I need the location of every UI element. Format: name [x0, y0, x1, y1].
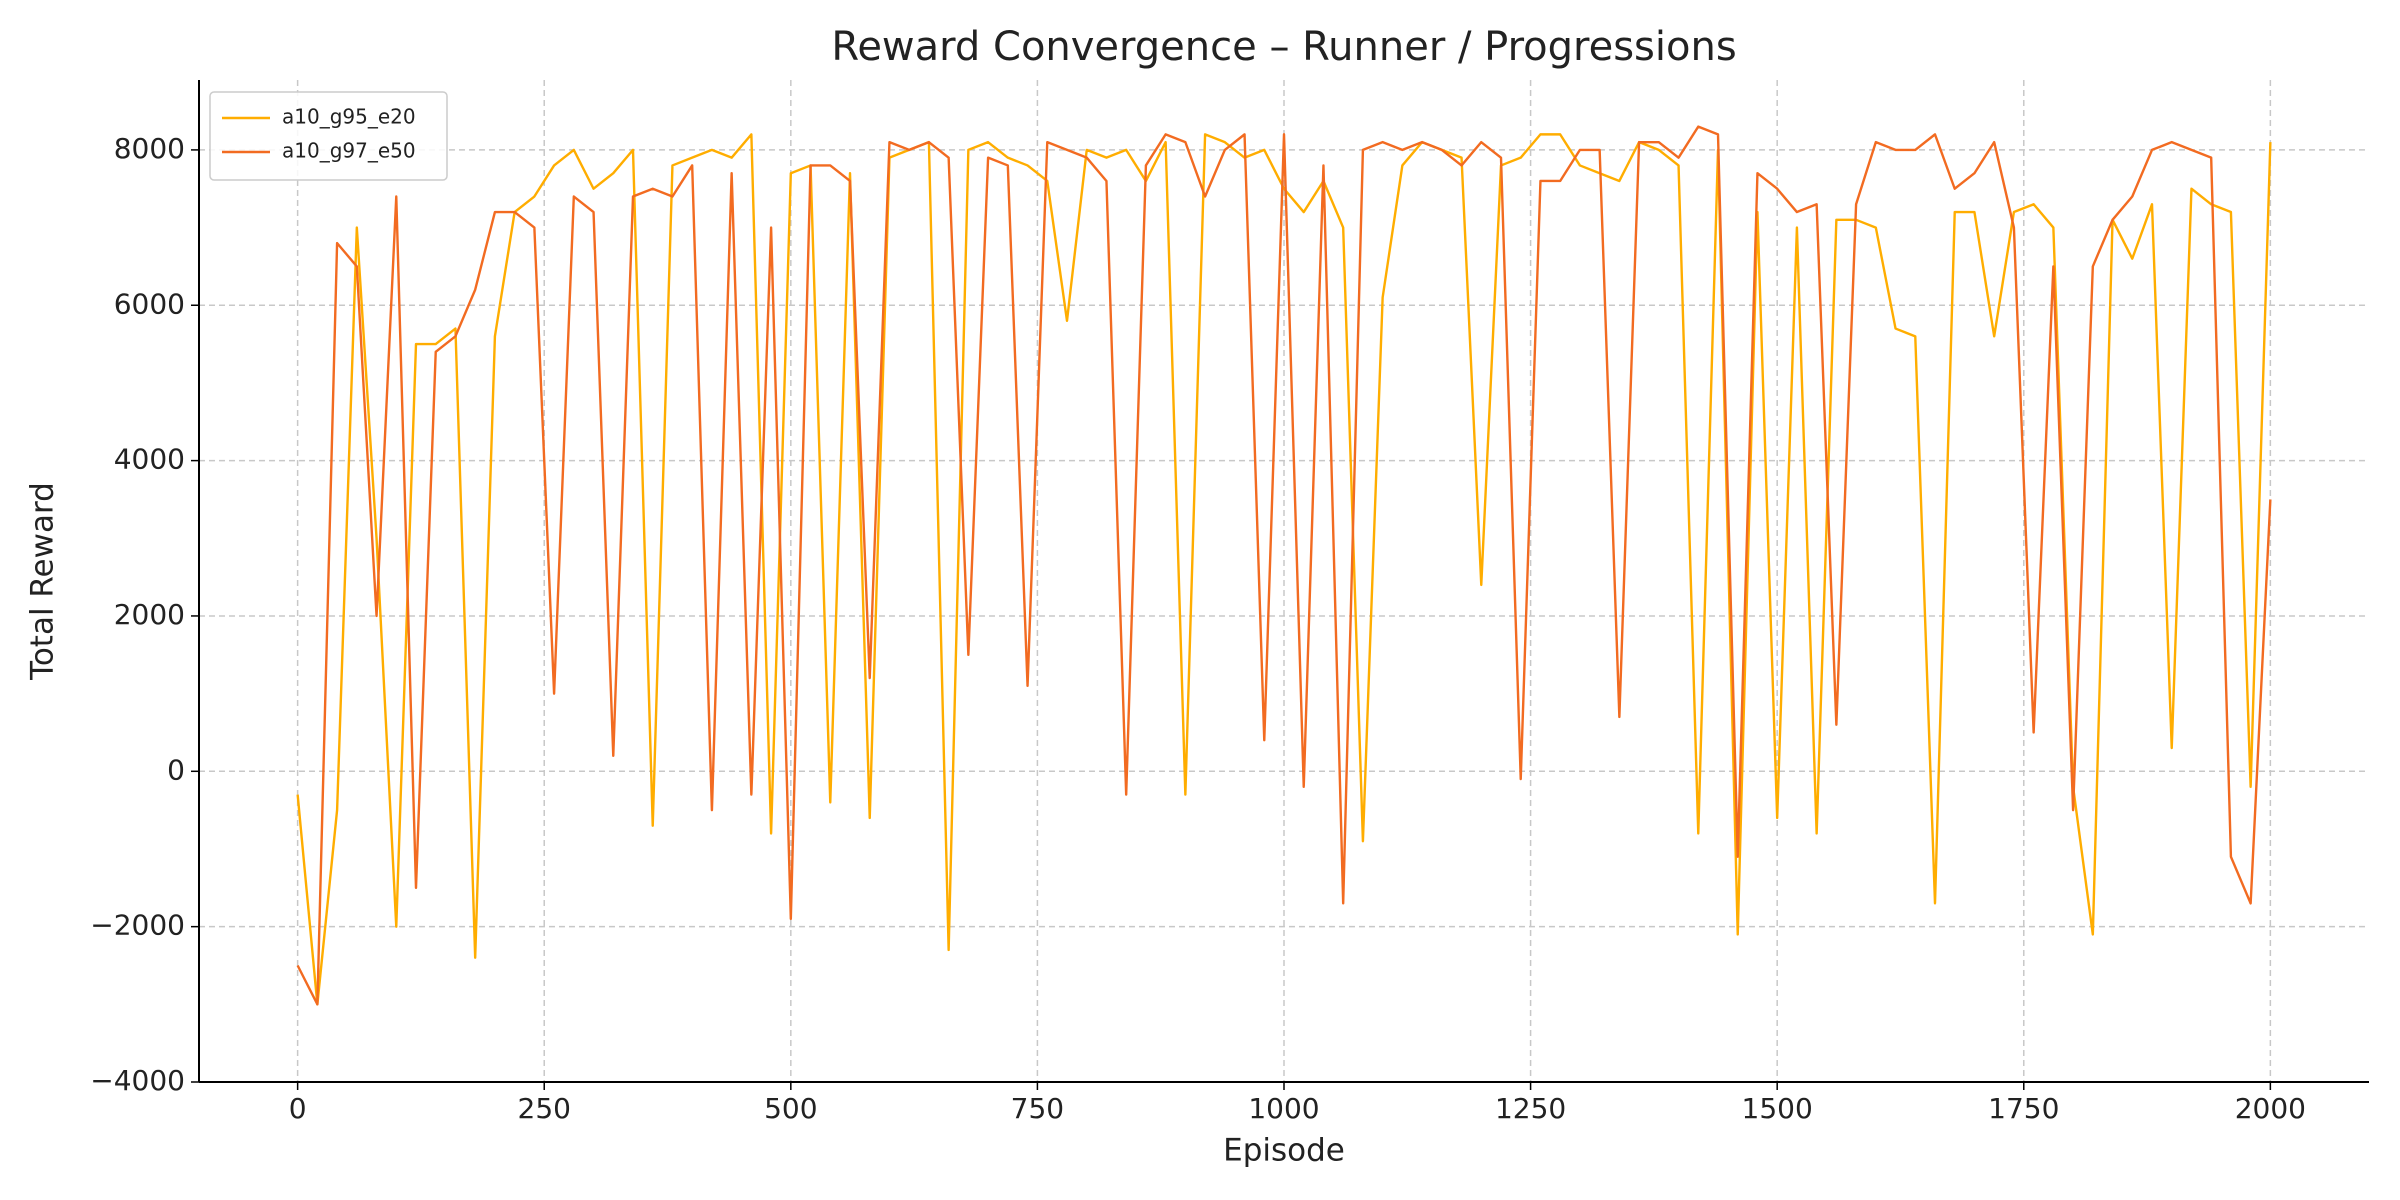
series-line: [296, 133, 2272, 1006]
y-tick-label: 4000: [114, 443, 185, 476]
x-tick-label: 1250: [1495, 1092, 1566, 1125]
legend-label: a10_g95_e20: [282, 105, 416, 129]
y-tick-label: 2000: [114, 598, 185, 631]
y-tick-label: −2000: [90, 909, 185, 942]
x-tick-label: 2000: [2235, 1092, 2306, 1125]
legend-box: [209, 91, 448, 181]
x-tick-label: 250: [518, 1092, 571, 1125]
x-tick-label: 1000: [1248, 1092, 1319, 1125]
y-tick-label: 8000: [114, 132, 185, 165]
x-axis-label: Episode: [1223, 1133, 1345, 1169]
y-tick-label: 0: [167, 753, 185, 786]
series-line: [296, 125, 2272, 1006]
x-tick-label: 750: [1011, 1092, 1064, 1125]
chart-title: Reward Convergence – Runner / Progressio…: [831, 24, 1736, 70]
y-axis-label: Total Reward: [25, 482, 61, 681]
x-tick-label: 0: [289, 1092, 307, 1125]
legend-label: a10_g97_e50: [282, 139, 416, 163]
y-tick-label: 6000: [114, 287, 185, 320]
x-tick-label: 1750: [1988, 1092, 2059, 1125]
x-tick-label: 500: [764, 1092, 817, 1125]
y-tick-label: −4000: [90, 1064, 185, 1097]
x-tick-label: 1500: [1742, 1092, 1813, 1125]
